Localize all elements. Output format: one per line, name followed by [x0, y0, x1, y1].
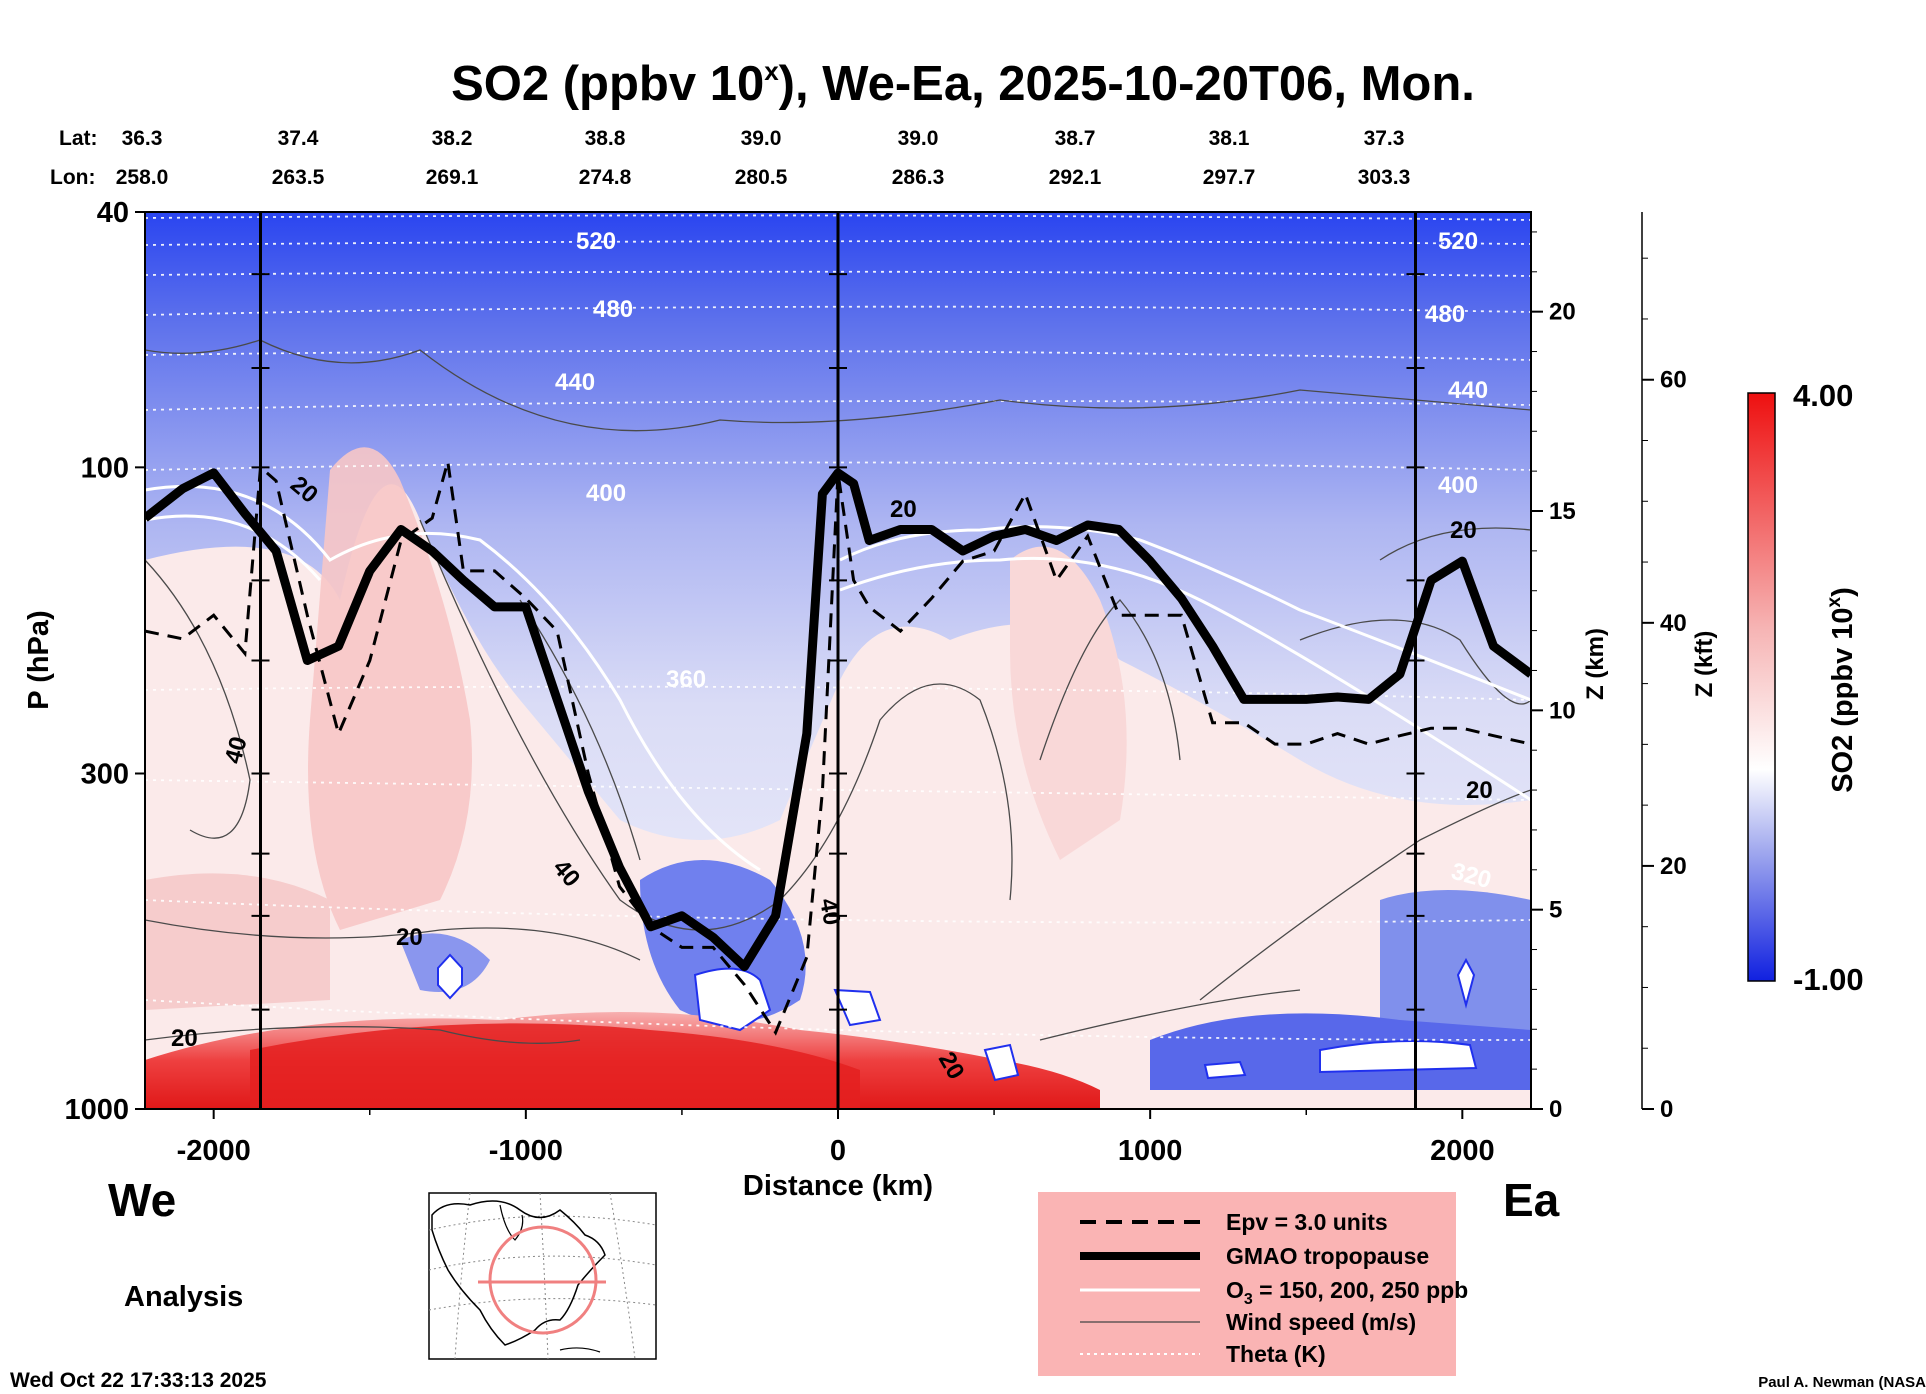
wind-label-20-a: 20: [890, 496, 917, 523]
lat-lon-header: 36.3 258.0 37.4 263.5 38.2 269.1 38.8 274.8 39.0…: [116, 127, 1411, 189]
x-axis-label: Distance (km): [743, 1170, 933, 1202]
lat-value-6: 38.7: [1055, 127, 1096, 150]
lon-value-6: 292.1: [1049, 166, 1102, 189]
timestamp: Wed Oct 22 17:33:13 2025: [10, 1369, 267, 1392]
z-km-label: Z (km): [1582, 628, 1609, 700]
chart-title: SO2 (ppbv 10x), We-Ea, 2025-10-20T06, Mo…: [451, 56, 1475, 111]
theta-label-400: 400: [586, 480, 626, 507]
legend: Epv = 3.0 units GMAO tropopause O3 = 150…: [1038, 1192, 1468, 1376]
lat-value-1: 37.4: [278, 127, 319, 150]
colorbar-label: SO2 (ppbv 10x): [1824, 587, 1859, 793]
wind-label-20-d: 20: [396, 924, 423, 951]
lon-value-0: 258.0: [116, 166, 169, 189]
wind-label-20-e: 20: [171, 1025, 198, 1052]
x-tick-label: 2000: [1430, 1135, 1495, 1167]
z-kft-tick-label: 20: [1660, 853, 1687, 880]
colorbar: [1747, 392, 1776, 982]
theta-label-480: 480: [593, 296, 633, 323]
theta-label-360: 360: [666, 666, 706, 693]
credit: Paul A. Newman (NASA: [1758, 1374, 1926, 1391]
lat-value-3: 38.8: [585, 127, 626, 150]
x-tick-label: 0: [830, 1135, 846, 1167]
wind-label-40-c: 40: [814, 896, 845, 927]
legend-epv-label: Epv = 3.0 units: [1226, 1209, 1388, 1235]
x-tick-label: -2000: [177, 1135, 251, 1167]
lat-value-8: 37.3: [1364, 127, 1405, 150]
theta-label-480-right: 480: [1425, 301, 1465, 328]
lon-value-1: 263.5: [272, 166, 325, 189]
z-kft-tick-label: 40: [1660, 610, 1687, 637]
y-tick-label: 300: [81, 758, 129, 790]
z-km-tick-label: 0: [1549, 1096, 1562, 1123]
lon-value-5: 286.3: [892, 166, 945, 189]
lat-value-2: 38.2: [432, 127, 473, 150]
wind-label-20-c: 20: [1466, 777, 1493, 804]
lat-value-0: 36.3: [122, 127, 163, 150]
z-km-tick-label: 15: [1549, 498, 1576, 525]
colorbar-min: -1.00: [1793, 962, 1864, 997]
x-tick-label: -1000: [489, 1135, 563, 1167]
y-tick-label: 40: [97, 197, 129, 229]
lon-value-4: 280.5: [735, 166, 788, 189]
theta-label-520: 520: [576, 228, 616, 255]
legend-wind-label: Wind speed (m/s): [1226, 1309, 1416, 1335]
lat-value-4: 39.0: [741, 127, 782, 150]
z-kft-label: Z (kft): [1691, 631, 1718, 698]
y-axis-label: P (hPa): [23, 610, 55, 709]
y-tick-label: 1000: [64, 1094, 129, 1126]
lon-value-8: 303.3: [1358, 166, 1411, 189]
east-label: Ea: [1503, 1174, 1560, 1226]
z-kft-tick-label: 0: [1660, 1096, 1673, 1123]
z-km-tick-label: 20: [1549, 299, 1576, 326]
x-axis: -2000 -1000 0 1000 2000: [177, 1109, 1495, 1167]
y-axis: 1000 300 100 40: [64, 197, 145, 1126]
theta-label-400-right: 400: [1438, 472, 1478, 499]
legend-theta-label: Theta (K): [1226, 1341, 1326, 1367]
lon-label: Lon:: [50, 166, 95, 189]
legend-o3-label: O3 = 150, 200, 250 ppb: [1226, 1277, 1468, 1308]
theta-label-520-right: 520: [1438, 228, 1478, 255]
analysis-label: Analysis: [124, 1281, 243, 1313]
section-lines: [251, 212, 1425, 1110]
lon-value-3: 274.8: [579, 166, 632, 189]
z-km-tick-label: 10: [1549, 697, 1576, 724]
y-tick-label: 100: [81, 452, 129, 484]
wind-label-20-b: 20: [1450, 517, 1477, 544]
theta-label-440: 440: [555, 369, 595, 396]
lon-value-2: 269.1: [426, 166, 479, 189]
z-km-tick-label: 5: [1549, 897, 1562, 924]
theta-label-440-right: 440: [1448, 377, 1488, 404]
lat-label: Lat:: [59, 127, 98, 150]
z-kft-tick-label: 60: [1660, 367, 1687, 394]
x-tick-label: 1000: [1118, 1135, 1183, 1167]
z-kft-axis: 0 20 40 60: [1641, 212, 1687, 1123]
lat-value-7: 38.1: [1209, 127, 1250, 150]
epv-series-line: [145, 461, 1531, 1036]
legend-tropopause-label: GMAO tropopause: [1226, 1243, 1429, 1269]
z-km-axis: 0 5 10 15 20: [1530, 212, 1576, 1123]
lon-value-7: 297.7: [1203, 166, 1256, 189]
lat-value-5: 39.0: [898, 127, 939, 150]
colorbar-max: 4.00: [1793, 378, 1853, 413]
west-label: We: [108, 1174, 176, 1226]
inset-map: [428, 1192, 657, 1360]
